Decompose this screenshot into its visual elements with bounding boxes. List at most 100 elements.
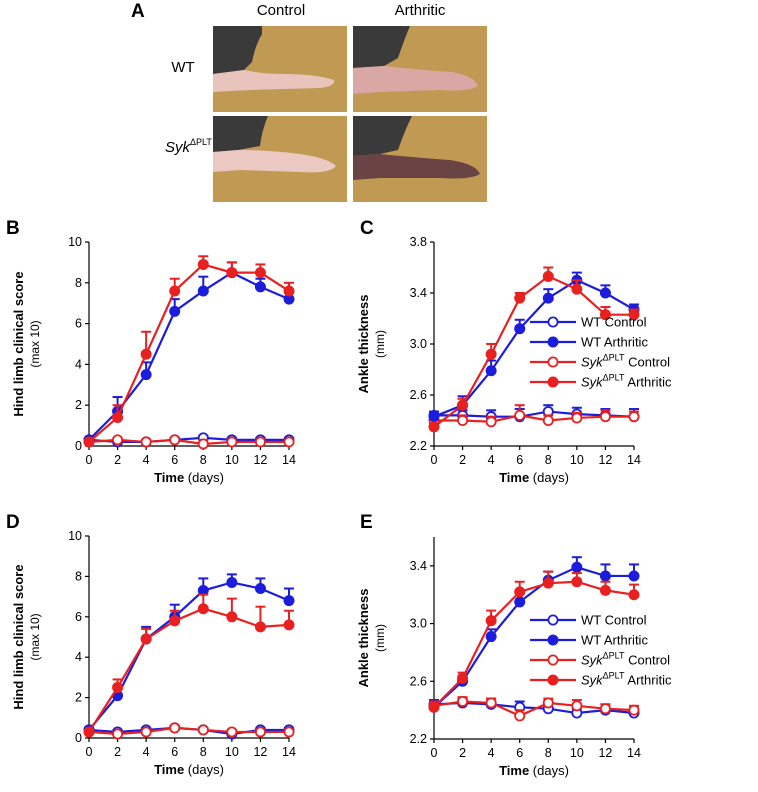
chart-d-xtick-label: 6 bbox=[171, 745, 178, 759]
data-point bbox=[254, 281, 266, 293]
chart-b-ylabel: Hind limb clinical score bbox=[11, 271, 26, 416]
legend-label-main: Syk bbox=[581, 355, 604, 370]
column-label-control: Control bbox=[257, 2, 305, 19]
data-point bbox=[542, 697, 554, 709]
chart-c-ytick-label: 3.4 bbox=[410, 286, 427, 300]
data-point bbox=[628, 309, 640, 321]
legend-label-rest: Arthritic bbox=[601, 335, 648, 350]
legend-label: WT Arthritic bbox=[581, 335, 648, 350]
chart-d-xtick-label: 14 bbox=[282, 745, 296, 759]
data-point bbox=[571, 561, 583, 573]
chart-d-xlabel-rest: (days) bbox=[184, 762, 224, 777]
chart-e-xtick-label: 12 bbox=[598, 746, 612, 760]
chart-b-xlabel-bold: Time bbox=[154, 470, 184, 485]
legend-label-sup: ΔPLT bbox=[603, 651, 625, 661]
legend-label-rest: Control bbox=[601, 315, 647, 330]
chart-b-xlabel: Time (days) bbox=[154, 470, 224, 485]
chart-c-series-syk-plt-arthritic bbox=[428, 266, 640, 433]
chart-d-ytick-label: 10 bbox=[68, 529, 82, 543]
data-point bbox=[457, 414, 469, 426]
series-line bbox=[433, 275, 634, 428]
chart-e-xlabel-rest: (days) bbox=[529, 763, 569, 778]
legend-marker bbox=[547, 654, 559, 666]
panel-e-letter: E bbox=[360, 512, 373, 533]
data-point bbox=[571, 576, 583, 588]
chart-b-ytick-label: 0 bbox=[75, 439, 82, 453]
legend-marker bbox=[547, 634, 559, 646]
chart-d-ytick-label: 8 bbox=[75, 569, 82, 583]
legend-label-main: Syk bbox=[581, 673, 604, 688]
chart-c-xtick-label: 8 bbox=[545, 453, 552, 467]
data-point bbox=[197, 438, 209, 450]
chart-c-ytick-label: 2.6 bbox=[410, 388, 427, 402]
row-label-syk-sup: ΔPLT bbox=[190, 137, 212, 147]
legend-marker bbox=[547, 376, 559, 388]
data-point bbox=[283, 285, 295, 297]
data-point bbox=[628, 570, 640, 582]
chart-e-ytick-label: 2.6 bbox=[410, 674, 427, 688]
chart-c: 2.2 2.6 3.0 3.4 3.8 0 2 4 6 8 10 12 14 Time (days) Ank… bbox=[356, 235, 672, 485]
chart-e-xtick-label: 2 bbox=[459, 746, 466, 760]
chart-e-ylabel: Ankle thickness bbox=[356, 589, 371, 688]
chart-d-ytick-label: 2 bbox=[75, 691, 82, 705]
photo-syk-arthritic bbox=[353, 116, 487, 202]
chart-d-xtick-label: 4 bbox=[143, 745, 150, 759]
data-point bbox=[542, 577, 554, 589]
chart-e-xlabel-bold: Time bbox=[499, 763, 529, 778]
row-label-wt: WT bbox=[171, 59, 194, 76]
data-point bbox=[254, 436, 266, 448]
chart-c-xlabel: Time (days) bbox=[499, 470, 569, 485]
chart-c-xlabel-bold: Time bbox=[499, 470, 529, 485]
data-point bbox=[599, 309, 611, 321]
chart-c-ytick-label: 3.8 bbox=[410, 235, 427, 249]
data-point bbox=[140, 348, 152, 360]
panel-a: A Control Arthritic WT SykΔPLT bbox=[131, 1, 487, 202]
data-point bbox=[140, 633, 152, 645]
panel-b-letter: B bbox=[6, 218, 20, 239]
data-point bbox=[571, 412, 583, 424]
legend-label-main: WT bbox=[581, 315, 601, 330]
data-point bbox=[283, 436, 295, 448]
column-label-arthritic: Arthritic bbox=[395, 2, 446, 19]
row-label-syk-main: Syk bbox=[165, 139, 192, 156]
chart-d-xtick-label: 0 bbox=[86, 745, 93, 759]
legend-label-rest: Control bbox=[625, 653, 671, 668]
chart-b-ytick-label: 10 bbox=[68, 235, 82, 249]
data-point bbox=[514, 710, 526, 722]
legend-label-rest: Arthritic bbox=[601, 633, 648, 648]
data-point bbox=[169, 615, 181, 627]
data-point bbox=[542, 292, 554, 304]
data-point bbox=[283, 619, 295, 631]
data-point bbox=[428, 701, 440, 713]
data-point bbox=[485, 365, 497, 377]
chart-c-ytick-label: 3.0 bbox=[410, 337, 427, 351]
data-point bbox=[485, 697, 497, 709]
chart-d-ylabel-sub: (max 10) bbox=[28, 613, 42, 660]
data-point bbox=[226, 576, 238, 588]
chart-d-xtick-label: 10 bbox=[225, 745, 239, 759]
legend-marker bbox=[547, 674, 559, 686]
data-point bbox=[542, 414, 554, 426]
legend-label-main: WT bbox=[581, 335, 601, 350]
chart-b-ytick-label: 2 bbox=[75, 398, 82, 412]
chart-c-xtick-label: 4 bbox=[488, 453, 495, 467]
chart-c-xtick-label: 12 bbox=[598, 453, 612, 467]
data-point bbox=[112, 682, 124, 694]
legend-label-rest: Arthritic bbox=[625, 673, 672, 688]
chart-e-xtick-label: 8 bbox=[545, 746, 552, 760]
chart-d-ytick-label: 4 bbox=[75, 650, 82, 664]
data-point bbox=[140, 726, 152, 738]
legend-label-main: WT bbox=[581, 613, 601, 628]
chart-d-xtick-label: 2 bbox=[114, 745, 121, 759]
data-point bbox=[457, 695, 469, 707]
data-point bbox=[571, 283, 583, 295]
data-point bbox=[571, 700, 583, 712]
data-point bbox=[226, 436, 238, 448]
chart-b-xtick-label: 10 bbox=[225, 453, 239, 467]
legend-label-rest: Control bbox=[625, 355, 671, 370]
legend-marker bbox=[547, 614, 559, 626]
chart-e-xtick-label: 0 bbox=[431, 746, 438, 760]
chart-c-ylabel: Ankle thickness bbox=[356, 295, 371, 394]
